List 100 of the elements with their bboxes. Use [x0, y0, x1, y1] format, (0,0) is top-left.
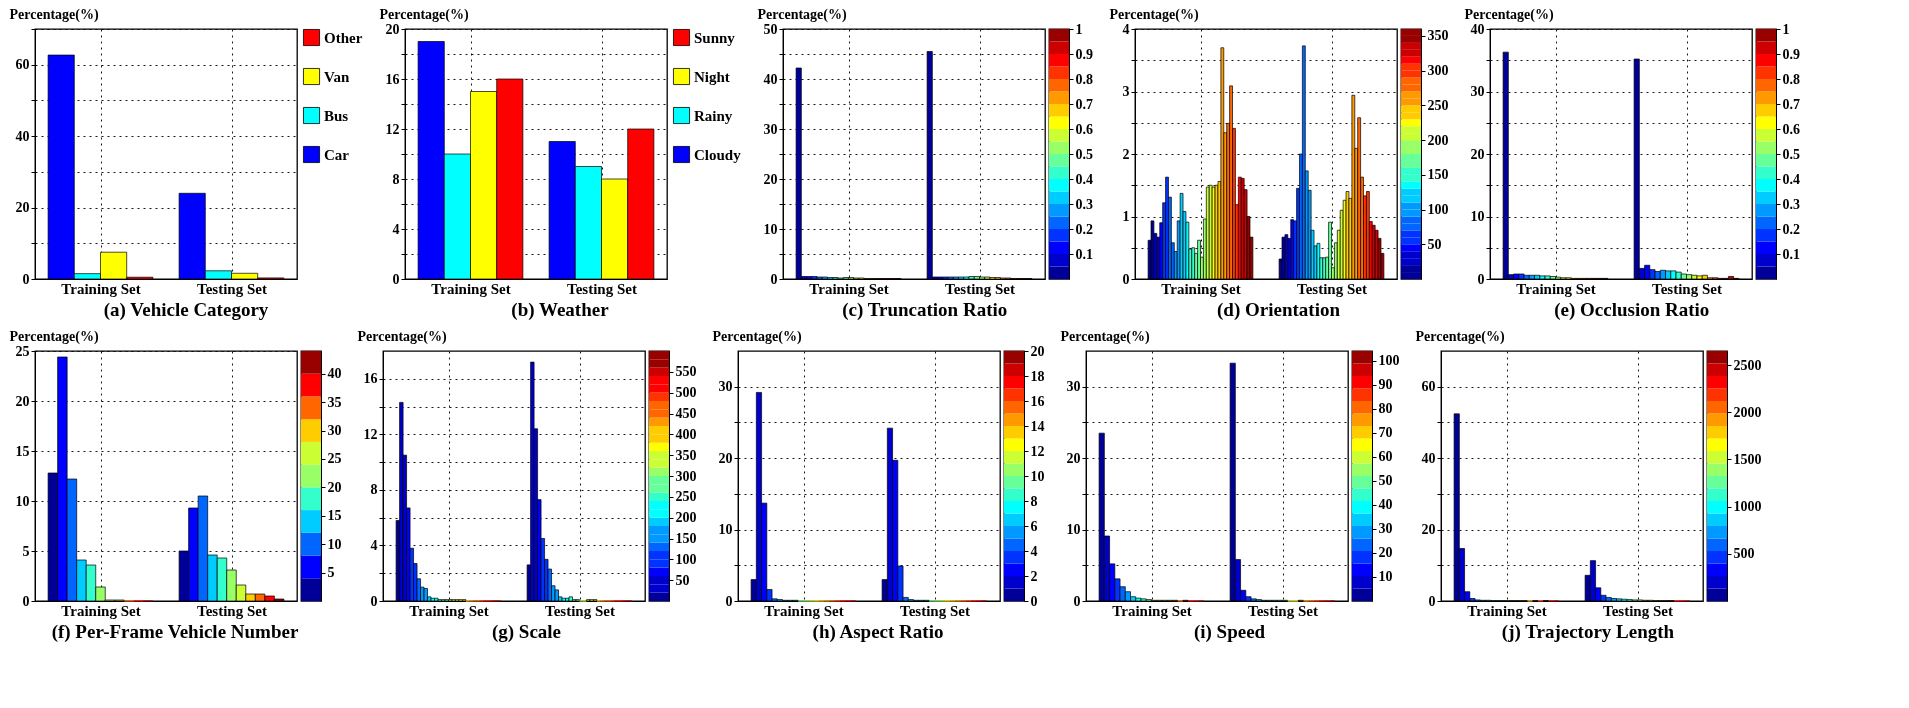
color-bar-label: 350 [675, 447, 697, 463]
y-axis-title: Percentage(%) [1109, 6, 1199, 23]
y-tick-label: 20 [15, 200, 30, 216]
y-tick-label: 60 [1421, 379, 1436, 395]
color-bar-label: 0.4 [1782, 171, 1800, 187]
bar [1220, 47, 1225, 280]
color-bar-label: 35 [327, 394, 342, 410]
y-axis-title: Percentage(%) [1415, 328, 1505, 345]
legend-label: Cloudy [694, 146, 742, 163]
color-bar-label: 500 [1733, 546, 1755, 562]
bar [1302, 45, 1306, 280]
color-bar-label: 0.3 [1075, 196, 1093, 212]
color-bar-label: 0.7 [1782, 96, 1800, 112]
y-tick-label: 10 [718, 522, 733, 538]
text: (a) Vehicle Category [103, 298, 269, 321]
color-bar-label: 1000 [1733, 499, 1762, 515]
y-tick-label: 10 [1066, 522, 1081, 538]
color-bar-label: 1500 [1733, 451, 1762, 467]
color-bar-label: 200 [675, 510, 697, 526]
x-tick-label: Training Set [61, 280, 141, 297]
color-bar-label: 2 [1030, 568, 1038, 584]
color-bar-label: 50 [1378, 473, 1393, 489]
y-tick-label: 8 [370, 482, 378, 498]
y-tick-label: 50 [763, 21, 778, 37]
color-bar-label: 100 [675, 551, 697, 567]
color-bar-label: 0.1 [1075, 246, 1093, 262]
color-bar-label: 20 [1378, 545, 1393, 561]
color-bar-label: 0.8 [1782, 71, 1800, 87]
x-tick-label: Training Set [1161, 280, 1241, 297]
y-tick-label: 10 [763, 221, 778, 237]
x-tick-label: Training Set [1516, 280, 1596, 297]
y-tick-label: 0 [22, 271, 30, 287]
color-bar-label: 70 [1378, 425, 1393, 441]
color-bar-label: 0.9 [1782, 46, 1800, 62]
color-bar-label: 5 [327, 565, 335, 581]
x-tick-label: Training Set [431, 280, 511, 297]
color-bar-label: 250 [675, 489, 697, 505]
color-bar-label: 150 [1427, 167, 1449, 183]
color-bar-label: 1 [1782, 21, 1790, 37]
y-tick-label: 0 [1477, 271, 1485, 287]
y-tick-label: 4 [392, 221, 400, 237]
color-bar-label: 8 [1030, 493, 1038, 509]
y-tick-label: 25 [15, 343, 30, 359]
color-bar-label: 90 [1378, 377, 1393, 393]
color-bar-label: 30 [1378, 521, 1393, 537]
y-tick-label: 15 [15, 443, 30, 459]
y-tick-label: 30 [718, 379, 733, 395]
y-tick-label: 30 [763, 121, 778, 137]
color-bar-label: 200 [1427, 132, 1449, 148]
y-tick-label: 20 [718, 450, 733, 466]
color-bar-label: 0 [1030, 593, 1038, 609]
y-tick-label: 10 [1470, 209, 1485, 224]
legend-label: Bus [324, 107, 349, 124]
color-bar-label: 550 [675, 364, 697, 380]
y-tick-label: 0 [770, 271, 778, 287]
y-axis-title: Percentage(%) [357, 328, 447, 345]
color-bar-label: 10 [1030, 468, 1045, 484]
x-tick-label: Testing Set [900, 602, 970, 619]
color-bar-label: 0.5 [1782, 146, 1800, 162]
text: (h) Aspect Ratio [812, 620, 944, 643]
color-bar-label: 16 [1030, 393, 1045, 409]
color-bar-label: 40 [1378, 497, 1393, 513]
legend-label: Night [694, 68, 730, 85]
y-tick-label: 40 [15, 128, 30, 144]
x-tick-label: Testing Set [1652, 280, 1722, 297]
color-bar-label: 12 [1030, 443, 1045, 459]
color-bar-label: 40 [327, 366, 342, 382]
x-tick-label: Training Set [61, 602, 141, 619]
y-axis-title: Percentage(%) [9, 6, 99, 23]
text: (c) Truncation Ratio [842, 298, 1008, 321]
color-bar-label: 0.1 [1782, 246, 1800, 262]
color-bar-label: 500 [675, 385, 697, 401]
legend-label: Other [324, 29, 363, 46]
y-tick-label: 20 [1470, 146, 1485, 162]
legend-label: Rainy [694, 107, 733, 124]
y-tick-label: 0 [392, 271, 400, 287]
y-axis-title: Percentage(%) [1060, 328, 1150, 345]
text: (i) Speed [1193, 620, 1266, 643]
y-tick-label: 0 [1073, 593, 1081, 609]
y-tick-label: 8 [392, 171, 400, 187]
color-bar-label: 0.2 [1782, 221, 1800, 237]
color-bar-label: 2500 [1733, 357, 1762, 373]
x-tick-label: Testing Set [197, 602, 267, 619]
color-bar-label: 0.5 [1075, 146, 1093, 162]
x-tick-label: Training Set [409, 602, 489, 619]
y-tick-label: 12 [385, 121, 400, 137]
y-tick-label: 4 [1122, 21, 1130, 37]
bar [1150, 220, 1155, 280]
y-tick-label: 16 [363, 371, 378, 387]
color-bar-label: 18 [1030, 368, 1045, 384]
color-bar-label: 450 [675, 406, 697, 421]
y-axis-title: Percentage(%) [757, 6, 847, 23]
y-tick-label: 40 [1421, 450, 1436, 466]
y-tick-label: 0 [22, 593, 30, 609]
y-tick-label: 4 [370, 537, 378, 553]
x-tick-label: Training Set [1467, 602, 1547, 619]
y-tick-label: 20 [15, 393, 30, 409]
y-tick-label: 20 [1421, 522, 1436, 538]
y-tick-label: 16 [385, 71, 400, 87]
color-bar-label: 15 [327, 508, 342, 524]
